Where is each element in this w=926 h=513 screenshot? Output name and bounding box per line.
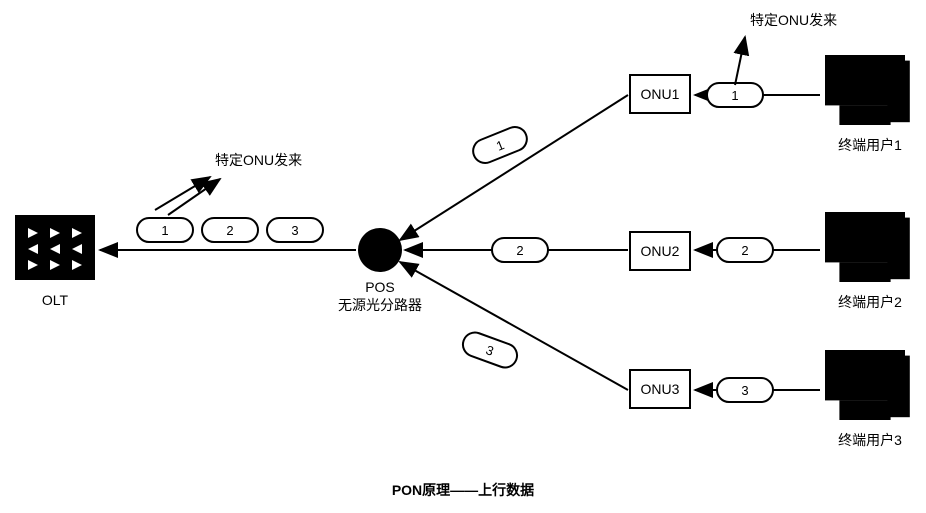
terminal-label-2: 终端用户2 (838, 294, 902, 310)
svg-text:2: 2 (516, 243, 523, 258)
olt-label: OLT (42, 292, 69, 308)
packet-midlink-2: 2 (492, 238, 548, 262)
annotation-arrow-2 (735, 37, 745, 85)
arrow-onu-pos-3 (400, 262, 628, 390)
svg-text:1: 1 (731, 88, 738, 103)
pos-label-2: 无源光分路器 (338, 297, 422, 313)
diagram-title: PON原理——上行数据 (392, 482, 534, 498)
annotation-label-1: 特定ONU发来 (215, 152, 302, 168)
terminal-1 (825, 55, 910, 125)
onu-label-2: ONU2 (641, 243, 680, 259)
packet-midlink-1: 1 (470, 123, 531, 166)
svg-text:1: 1 (161, 223, 168, 238)
terminal-2 (825, 212, 910, 282)
onu-label-3: ONU3 (641, 381, 680, 397)
svg-text:3: 3 (291, 223, 298, 238)
onu-label-1: ONU1 (641, 86, 680, 102)
packet-trunk-3: 3 (267, 218, 323, 242)
svg-text:2: 2 (226, 223, 233, 238)
svg-text:2: 2 (741, 243, 748, 258)
pos-label-1: POS (365, 279, 395, 295)
terminal-label-1: 终端用户1 (838, 137, 902, 153)
packet-trunk-1: 1 (137, 218, 193, 242)
packet-midlink-3: 3 (460, 329, 521, 371)
arrow-onu-pos-1 (400, 95, 628, 240)
terminal-3 (825, 350, 910, 420)
packet-terminal-3: 3 (717, 378, 773, 402)
terminal-label-3: 终端用户3 (838, 432, 902, 448)
packet-terminal-2: 2 (717, 238, 773, 262)
svg-text:3: 3 (741, 383, 748, 398)
annotation-label-2: 特定ONU发来 (750, 12, 837, 28)
packet-trunk-2: 2 (202, 218, 258, 242)
packet-terminal-1: 1 (707, 83, 763, 107)
pos-splitter (358, 228, 402, 272)
